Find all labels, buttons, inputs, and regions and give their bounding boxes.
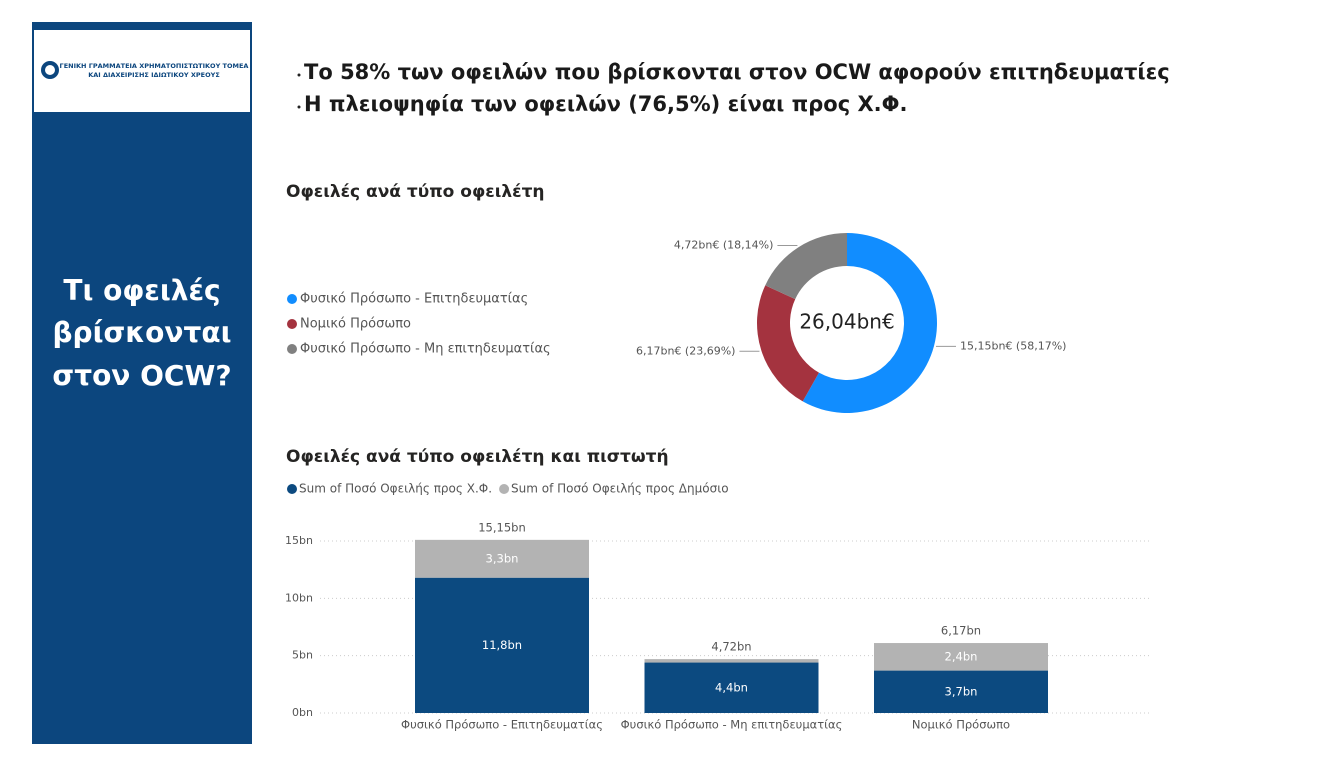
- bar-segment: [415, 539, 589, 578]
- chart-title: Οφειλές ανά τύπο οφειλέτη και πιστωτή: [286, 447, 669, 467]
- legend-marker: [287, 484, 297, 494]
- logo-text: ΓΕΝΙΚΗ ΓΡΑΜΜΑΤΕΙΑ ΧΡΗΜΑΤΟΠΙΣΤΩΤΙΚΟΥ ΤΟΜΕ…: [60, 62, 249, 70]
- total-label: 6,17bn: [941, 624, 981, 638]
- total-label: 15,15bn: [478, 520, 526, 534]
- legend-marker: [287, 344, 297, 354]
- x-tick-label: Φυσικό Πρόσωπο - Μη επιτηδευματίας: [621, 718, 843, 732]
- donut-slice: [802, 233, 937, 413]
- bar-segment: [415, 577, 589, 713]
- legend-label: Νομικό Πρόσωπο: [300, 317, 411, 332]
- sidebar-title: βρίσκονται: [52, 316, 231, 349]
- bullet-dot: [297, 105, 301, 109]
- y-tick-label: 15bn: [285, 534, 313, 547]
- sidebar-title: Τι οφειλές: [63, 274, 220, 307]
- total-label: 4,72bn: [711, 640, 751, 654]
- logo-text: ΚΑΙ ΔΙΑΧΕΙΡΙΣΗΣ ΙΔΙΩΤΙΚΟΥ ΧΡΕΟΥΣ: [88, 71, 220, 79]
- data-label: 4,72bn€ (18,14%): [674, 239, 773, 252]
- donut-slice: [757, 285, 819, 402]
- legend-label: Φυσικό Πρόσωπο - Επιτηδευματίας: [300, 292, 528, 307]
- y-tick-label: 0bn: [292, 706, 313, 719]
- x-tick-label: Νομικό Πρόσωπο: [912, 718, 1010, 732]
- legend-marker: [499, 484, 510, 494]
- data-label: 3,7bn: [945, 684, 978, 698]
- data-label: 6,17bn€ (23,69%): [636, 344, 735, 357]
- donut-center-label: 26,04bn€: [799, 310, 894, 334]
- sidebar-title: στον OCW?: [52, 359, 231, 392]
- x-tick-label: Φυσικό Πρόσωπο - Επιτηδευματίας: [401, 718, 603, 732]
- legend-marker: [287, 319, 297, 329]
- bar-segment: [874, 643, 1048, 671]
- logo-emblem: [45, 65, 55, 75]
- legend-label: Φυσικό Πρόσωπο - Μη επιτηδευματίας: [300, 342, 551, 357]
- bullet-text: Η πλειοψηφία των οφειλών (76,5%) είναι π…: [304, 92, 908, 116]
- bar-segment: [644, 662, 819, 713]
- legend-marker: [287, 294, 297, 304]
- data-label: 2,4bn: [945, 649, 978, 663]
- data-label: 3,3bn: [486, 551, 519, 565]
- bar-segment: [874, 670, 1048, 713]
- bullet-dot: [297, 73, 301, 77]
- sidebar: [32, 22, 252, 744]
- bullet-text: Το 58% των οφειλών που βρίσκονται στον O…: [304, 60, 1170, 84]
- legend-label: Sum of Ποσό Οφειλής προς Δημόσιο: [511, 482, 729, 496]
- legend-label: Sum of Ποσό Οφειλής προς Χ.Φ.: [299, 482, 492, 496]
- data-label: 15,15bn€ (58,17%): [960, 339, 1066, 352]
- donut-slice: [765, 233, 847, 300]
- bar-segment: [644, 659, 819, 663]
- y-tick-label: 5bn: [292, 649, 313, 662]
- logo-box: [34, 30, 250, 112]
- chart-title: Οφειλές ανά τύπο οφειλέτη: [286, 182, 545, 202]
- data-label: 4,4bn: [715, 680, 748, 694]
- y-tick-label: 10bn: [285, 591, 313, 604]
- data-label: 11,8bn: [482, 638, 522, 652]
